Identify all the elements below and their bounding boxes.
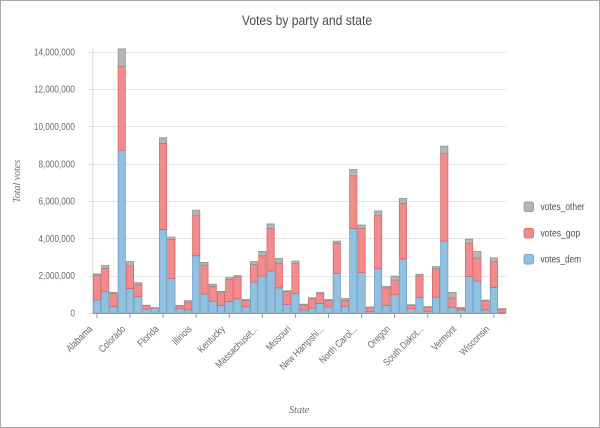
svg-text:4,000,000: 4,000,000 — [39, 234, 76, 245]
svg-text:8,000,000: 8,000,000 — [39, 159, 76, 170]
svg-text:2,000,000: 2,000,000 — [39, 271, 76, 282]
svg-text:votes_dem: votes_dem — [541, 255, 582, 266]
svg-text:0: 0 — [70, 309, 75, 320]
svg-text:6,000,000: 6,000,000 — [39, 197, 76, 208]
svg-text:Votes by party and state: Votes by party and state — [242, 12, 372, 28]
svg-text:14,000,000: 14,000,000 — [34, 47, 75, 58]
svg-text:10,000,000: 10,000,000 — [34, 122, 75, 133]
svg-text:votes_other: votes_other — [541, 202, 586, 213]
svg-text:Total votes: Total votes — [11, 160, 23, 203]
svg-text:12,000,000: 12,000,000 — [34, 85, 75, 96]
svg-text:votes_gop: votes_gop — [541, 229, 581, 240]
svg-text:State: State — [289, 404, 309, 416]
